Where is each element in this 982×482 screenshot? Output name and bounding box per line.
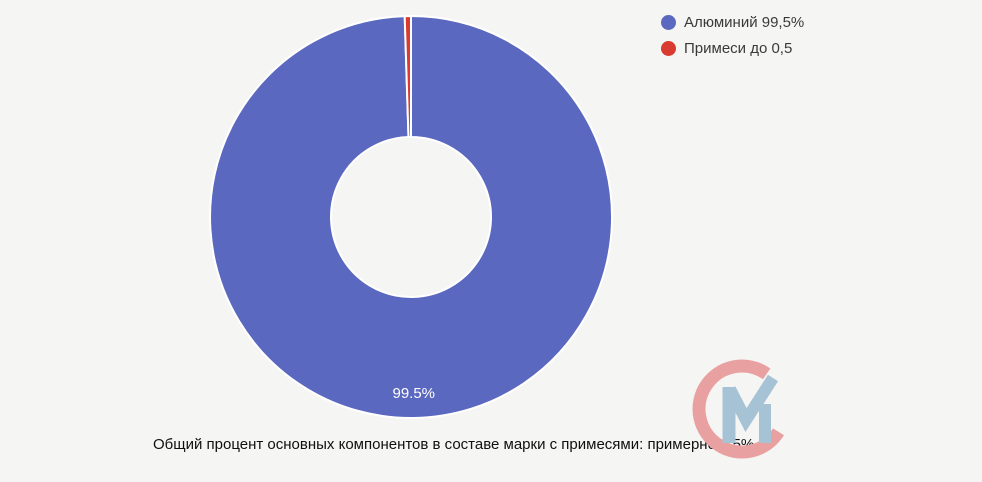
cm-watermark-logo (692, 359, 785, 459)
legend-item-impurities[interactable]: Примеси до 0,5 (661, 35, 804, 61)
legend-label-aluminum: Алюминий 99,5% (684, 13, 805, 31)
legend-color-dot-aluminum (661, 14, 676, 30)
logo-m-checkmark (724, 374, 779, 432)
slice-value-label-0: 99.5% (392, 385, 435, 402)
legend-color-dot-impurities (661, 40, 676, 56)
pie-slice-0[interactable] (209, 15, 614, 419)
logo-c-arc (692, 359, 785, 459)
chart-caption: Общий процент основных компонентов в сос… (153, 436, 755, 453)
legend-label-impurities: Примеси до 0,5 (684, 39, 793, 57)
chart-legend: Алюминий 99,5% Примеси до 0,5 (661, 9, 804, 61)
legend-item-aluminum[interactable]: Алюминий 99,5% (661, 9, 804, 35)
pie-slice-1[interactable] (403, 15, 412, 139)
